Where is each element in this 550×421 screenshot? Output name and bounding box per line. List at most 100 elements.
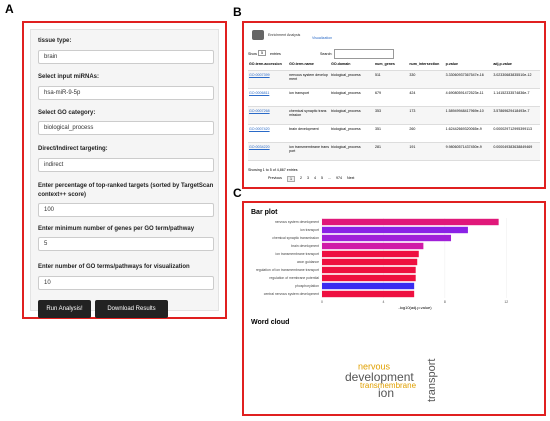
cell: 260 xyxy=(409,127,416,131)
x-tick-label: 4 xyxy=(382,300,384,304)
x-axis-label: -log10(adj.p.value) xyxy=(398,305,432,310)
field-label: tissue type: xyxy=(38,38,72,44)
column-header[interactable]: p.value xyxy=(445,62,458,66)
table: GO.term.accession GO.term.name GO.domain nu… xyxy=(248,60,540,161)
field-label: Select GO category: xyxy=(38,110,96,116)
cell: 173 xyxy=(409,109,416,113)
select[interactable]: indirect xyxy=(38,158,214,172)
bar xyxy=(322,234,452,242)
cell: 0.000029712995399113 xyxy=(493,127,533,131)
cell: GO:0007268 xyxy=(249,109,270,113)
download-button[interactable]: Download Results xyxy=(95,300,168,318)
x-tick-label: 8 xyxy=(444,300,446,304)
cell: 281 xyxy=(374,145,381,149)
number-input[interactable]: 100 xyxy=(38,203,214,217)
cell: 511 xyxy=(374,73,381,77)
tab[interactable]: Visualization xyxy=(312,36,333,40)
cell: chemical synaptic transmission xyxy=(289,109,327,117)
page-button[interactable]: 5 xyxy=(320,176,323,180)
panel-label: B xyxy=(233,5,242,19)
table-header: GO.term.accession GO.term.name GO.domain nu… xyxy=(248,60,540,71)
pagination: Previous 1 2 3 4 5... 974 Next xyxy=(268,176,354,182)
cell: 1.58949948417969e-10 xyxy=(445,109,484,113)
length-select[interactable]: 5 xyxy=(258,50,266,56)
y-tick-label: regulation of membrane potential xyxy=(269,276,319,280)
cell: 0.000049383638849469 xyxy=(493,145,533,149)
page-button[interactable]: 1 xyxy=(286,176,295,182)
field-label: Select input miRNAs: xyxy=(38,74,100,80)
cell: GO:0007420 xyxy=(249,127,270,131)
number-input[interactable]: 10 xyxy=(38,276,214,290)
y-tick-label: phosphorylation xyxy=(295,284,319,288)
panel-label: C xyxy=(233,186,242,200)
y-tick-label: central nervous system development xyxy=(264,292,319,296)
plot-title: Word cloud xyxy=(251,319,289,326)
column-header[interactable]: num_intersection xyxy=(409,62,440,66)
cell: biological_process xyxy=(331,145,361,149)
field-label: Enter number of GO terms/pathways for vi… xyxy=(38,264,190,270)
text-input[interactable]: hsa-miR-9-5p xyxy=(38,86,214,100)
bar xyxy=(322,250,419,258)
cell: biological_process xyxy=(331,91,361,95)
cell: 3.02330683835510e-12 xyxy=(493,73,532,77)
tab[interactable]: Enrichment Analysis xyxy=(268,33,301,37)
search-input[interactable] xyxy=(334,49,394,59)
page-button[interactable]: 974 xyxy=(335,176,342,180)
bar xyxy=(322,226,468,234)
cell: biological_process xyxy=(331,109,361,113)
cell: GO:0007399 xyxy=(249,73,270,77)
column-header[interactable]: GO.term.name xyxy=(289,62,314,66)
y-tick-label: axon guidance xyxy=(297,260,319,264)
page-button[interactable]: Next xyxy=(346,176,355,180)
cell: 191 xyxy=(409,145,416,149)
column-header[interactable]: num_genes xyxy=(374,62,395,66)
y-tick-label: chemical synaptic transmission xyxy=(272,236,319,240)
table-icon xyxy=(252,30,264,40)
bar xyxy=(322,242,424,250)
panel-label: A xyxy=(5,2,14,16)
y-tick-label: ion transmembrane transport xyxy=(275,252,319,256)
column-header[interactable]: adj.p.value xyxy=(493,62,512,66)
y-tick-label: regulation of ion transmembrane transpor… xyxy=(256,268,319,272)
y-tick-label: brain development xyxy=(291,244,319,248)
y-tick-label: ion transport xyxy=(300,228,319,232)
cell: 679 xyxy=(374,91,381,95)
table-row: GO:0007399 nervous system development biol… xyxy=(248,71,540,89)
cell: 330 xyxy=(409,73,416,77)
bar xyxy=(322,258,418,266)
page-button[interactable]: 4 xyxy=(313,176,316,180)
word: development xyxy=(345,370,414,384)
cell: 3.57869629418493e-7 xyxy=(493,109,530,113)
cell: ion transmembrane transport xyxy=(289,145,330,153)
field-label: Enter percentage of top-ranked targets (… xyxy=(38,183,214,198)
cell: nervous system development xyxy=(289,73,328,81)
bar xyxy=(322,266,416,274)
column-header[interactable]: GO.domain xyxy=(331,62,351,66)
column-header[interactable]: GO.term.accession xyxy=(249,62,282,66)
cell: 353 xyxy=(374,109,381,113)
cell: ion transport xyxy=(289,91,310,95)
page-button[interactable]: 3 xyxy=(306,176,309,180)
cell: GO:0006811 xyxy=(249,91,270,95)
table-row: GO:0034220 ion transmembrane transport bio… xyxy=(248,143,540,161)
run-button[interactable]: Run Analysis! xyxy=(38,300,91,318)
table-row: GO:0007420 brain development biological_pr… xyxy=(248,125,540,143)
show-label: Show xyxy=(248,52,257,56)
page-button[interactable]: Previous xyxy=(268,176,282,180)
panel-c xyxy=(242,201,546,416)
cell: 4.69080591472523e-11 xyxy=(445,91,484,95)
page-button[interactable]: ... xyxy=(327,176,331,180)
cell: 1.62442669320065e-9 xyxy=(445,127,482,131)
field-label: Direct/Indirect targeting: xyxy=(38,146,108,152)
table-row: GO:0007268 chemical synaptic transmission… xyxy=(248,107,540,125)
cell: brain development xyxy=(289,127,319,131)
select[interactable]: biological_process xyxy=(38,121,214,135)
cell: biological_process xyxy=(331,127,361,131)
x-tick-label: 0 xyxy=(321,300,323,304)
page-button[interactable]: 2 xyxy=(299,176,302,180)
number-input[interactable]: 5 xyxy=(38,237,214,251)
word: transmembrane xyxy=(360,381,417,390)
select[interactable]: brain xyxy=(38,50,214,64)
